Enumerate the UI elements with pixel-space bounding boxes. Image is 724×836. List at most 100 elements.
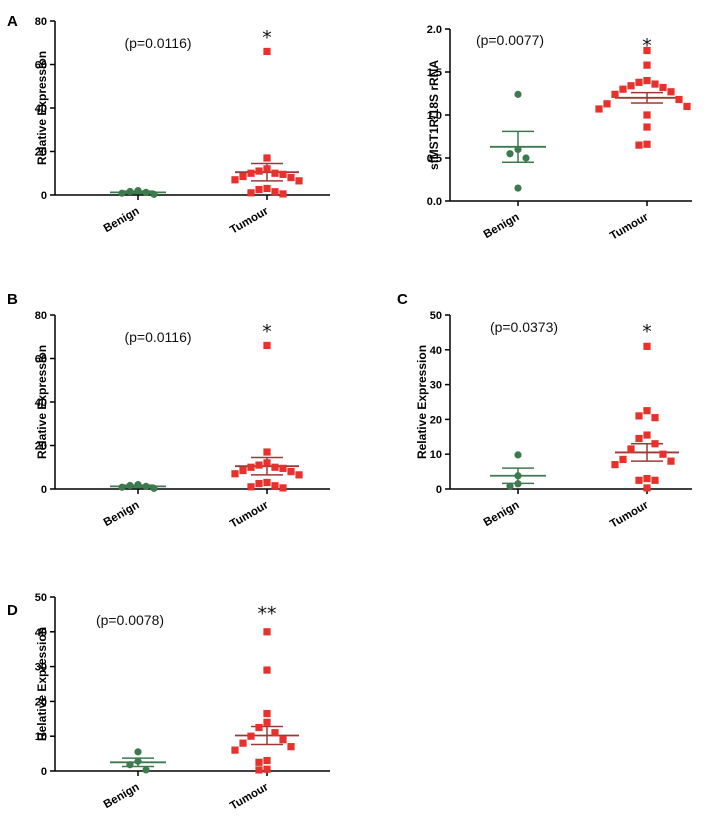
significance-marker: *	[262, 321, 272, 343]
data-point-benign	[514, 472, 522, 480]
x-category-label: Benign	[102, 205, 142, 235]
data-point-tumour	[635, 141, 643, 149]
x-category-label: Tumour	[228, 499, 271, 531]
data-point-tumour	[263, 756, 271, 765]
data-point-benign	[514, 90, 522, 98]
y-axis-title: Relative Expression	[35, 627, 49, 741]
y-axis-title: Relative Expression	[35, 51, 49, 165]
x-category-label: Tumour	[608, 211, 651, 243]
data-point-benign	[142, 766, 150, 774]
data-point-benign	[118, 483, 126, 491]
y-tick-label: 80	[35, 16, 47, 28]
y-tick-label: 0	[436, 484, 442, 496]
y-axis-title: Relative Expression	[35, 345, 49, 459]
significance-marker: *	[262, 27, 272, 49]
y-tick-label: 20	[35, 147, 47, 159]
data-point-benign	[506, 150, 514, 158]
x-category-label: Benign	[482, 499, 522, 529]
data-point-tumour	[635, 78, 643, 86]
chart-panel-a-right: 0.0 0.5 1.0 1.5 2.0 sfMST1R/18S rRNA Benign Tum…	[427, 24, 692, 243]
data-point-tumour	[643, 407, 651, 415]
data-point-tumour	[271, 188, 279, 196]
data-point-tumour	[643, 77, 651, 85]
data-point-tumour	[667, 88, 675, 96]
y-tick-label: 40	[35, 627, 47, 639]
data-point-tumour	[247, 483, 255, 491]
data-point-tumour	[263, 341, 271, 350]
data-point-tumour	[263, 47, 271, 56]
p-value-annotation: (p=0.0373)	[490, 319, 558, 335]
y-tick-label: 50	[35, 592, 47, 604]
x-category-label: Tumour	[228, 205, 271, 237]
data-point-tumour	[239, 466, 247, 475]
data-point-tumour	[667, 457, 675, 465]
y-tick-label: 40	[35, 103, 47, 115]
data-point-tumour	[247, 169, 255, 177]
data-point-tumour	[247, 189, 255, 197]
data-point-tumour	[263, 709, 271, 718]
p-value-annotation: (p=0.0078)	[96, 612, 164, 628]
x-category-label: Tumour	[228, 781, 271, 813]
data-point-tumour	[271, 463, 279, 471]
data-point-benign	[514, 451, 522, 459]
y-tick-label: 80	[35, 310, 47, 322]
data-point-tumour	[255, 167, 263, 175]
y-tick-label: 1.0	[427, 110, 442, 122]
data-point-tumour	[627, 82, 635, 90]
data-point-benign	[142, 188, 150, 196]
y-tick-label: 60	[35, 60, 47, 72]
data-point-tumour	[603, 100, 611, 108]
data-point-tumour	[643, 46, 651, 55]
data-point-tumour	[675, 95, 683, 104]
data-point-tumour	[279, 170, 287, 178]
y-tick-label: 1.5	[427, 67, 442, 79]
p-value-annotation: (p=0.0116)	[124, 329, 191, 345]
y-tick-label: 0.5	[427, 153, 442, 165]
data-point-benign	[150, 190, 158, 198]
data-point-tumour	[287, 743, 295, 751]
data-point-tumour	[635, 412, 643, 420]
data-point-tumour	[231, 746, 239, 754]
data-point-tumour	[635, 476, 643, 484]
x-category-label: Tumour	[608, 499, 651, 531]
data-point-tumour	[263, 478, 271, 487]
data-point-benign	[514, 480, 522, 488]
panel-label: C	[397, 291, 408, 308]
chart-panel-b: B 0 20 40 60 80 Relative Expression Benign Tumou…	[7, 291, 330, 531]
x-category-label: Benign	[102, 499, 142, 529]
y-tick-label: 20	[430, 414, 442, 426]
data-point-tumour	[287, 468, 295, 476]
chart-panel-c: C 0 10 20 30 40 50 Relative Expression Benign Tum…	[397, 291, 692, 531]
data-point-tumour	[651, 476, 659, 484]
data-point-tumour	[659, 83, 667, 92]
panel-label: D	[7, 602, 18, 619]
data-point-benign	[514, 184, 522, 192]
data-point-tumour	[271, 729, 279, 737]
y-tick-label: 10	[430, 449, 442, 461]
data-point-tumour	[247, 463, 255, 471]
y-tick-label: 20	[35, 441, 47, 453]
data-point-tumour	[279, 484, 287, 492]
data-point-tumour	[231, 176, 239, 184]
data-point-tumour	[263, 459, 271, 467]
data-point-tumour	[651, 440, 659, 448]
data-point-tumour	[611, 90, 619, 98]
y-tick-label: 40	[430, 345, 442, 357]
significance-marker: *	[642, 321, 652, 343]
data-point-benign	[150, 484, 158, 492]
data-point-benign	[118, 189, 126, 197]
y-tick-label: 60	[35, 354, 47, 366]
data-point-tumour	[247, 732, 255, 740]
data-point-benign	[126, 761, 134, 769]
data-point-tumour	[239, 739, 247, 747]
data-point-tumour	[651, 80, 659, 88]
data-point-tumour	[643, 140, 651, 148]
x-category-label: Benign	[482, 211, 522, 241]
data-point-tumour	[263, 718, 271, 726]
data-point-tumour	[627, 445, 635, 453]
p-value-annotation: (p=0.0116)	[124, 35, 191, 51]
significance-marker: *	[642, 35, 652, 57]
data-point-tumour	[643, 431, 651, 439]
data-point-tumour	[643, 484, 651, 492]
